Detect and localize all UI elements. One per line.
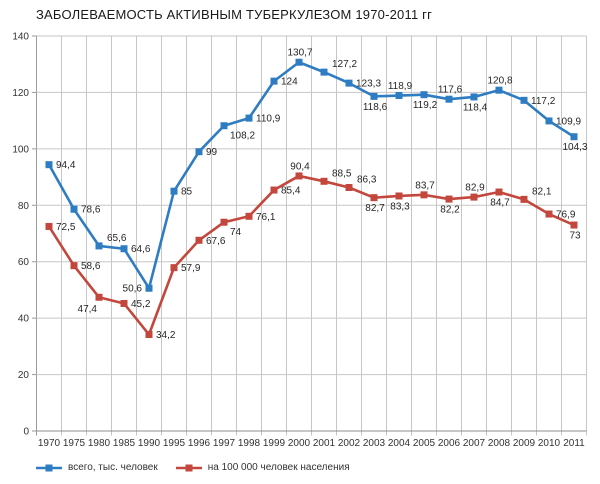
svg-text:82,9: 82,9 xyxy=(465,183,485,194)
svg-text:58,6: 58,6 xyxy=(81,261,101,272)
svg-text:45,2: 45,2 xyxy=(131,299,151,310)
svg-text:110,9: 110,9 xyxy=(256,114,281,125)
svg-text:82,1: 82,1 xyxy=(532,186,552,197)
svg-text:20: 20 xyxy=(18,370,30,381)
svg-text:2001: 2001 xyxy=(313,438,336,449)
svg-text:1990: 1990 xyxy=(138,438,161,449)
svg-text:1995: 1995 xyxy=(163,438,186,449)
svg-text:2007: 2007 xyxy=(463,438,486,449)
svg-text:83,7: 83,7 xyxy=(415,180,435,191)
svg-text:127,2: 127,2 xyxy=(332,59,357,70)
svg-text:1999: 1999 xyxy=(263,438,286,449)
svg-text:60: 60 xyxy=(18,257,30,268)
svg-text:78,6: 78,6 xyxy=(81,205,101,216)
legend-item-per100k: на 100 000 человек населения xyxy=(175,462,350,473)
svg-text:2010: 2010 xyxy=(538,438,561,449)
legend-marker-blue-icon xyxy=(36,464,62,471)
svg-text:1985: 1985 xyxy=(113,438,136,449)
svg-text:1975: 1975 xyxy=(63,438,86,449)
svg-text:86,3: 86,3 xyxy=(357,175,377,186)
chart-legend: всего, тыс. человек на 100 000 человек н… xyxy=(36,462,350,473)
series-1-line xyxy=(45,172,578,339)
svg-text:65,6: 65,6 xyxy=(107,233,127,244)
svg-text:1996: 1996 xyxy=(188,438,211,449)
svg-text:57,9: 57,9 xyxy=(181,263,201,274)
series-0-line xyxy=(45,58,578,292)
svg-text:76,1: 76,1 xyxy=(256,212,276,223)
legend-label-total: всего, тыс. человек xyxy=(68,462,158,473)
svg-text:90,4: 90,4 xyxy=(290,161,310,172)
svg-text:124: 124 xyxy=(281,77,298,88)
svg-text:130,7: 130,7 xyxy=(287,48,312,59)
svg-text:2006: 2006 xyxy=(438,438,461,449)
svg-text:2004: 2004 xyxy=(388,438,411,449)
svg-text:0: 0 xyxy=(23,427,29,438)
svg-text:109,9: 109,9 xyxy=(556,116,581,127)
svg-text:73: 73 xyxy=(569,231,581,242)
svg-text:119,2: 119,2 xyxy=(413,100,438,111)
svg-text:80: 80 xyxy=(18,201,30,212)
svg-text:117,2: 117,2 xyxy=(531,96,556,107)
svg-text:85,4: 85,4 xyxy=(281,186,301,197)
svg-text:67,6: 67,6 xyxy=(206,236,226,247)
svg-text:64,6: 64,6 xyxy=(131,244,151,255)
svg-text:94,4: 94,4 xyxy=(56,160,76,171)
svg-text:85: 85 xyxy=(181,187,193,198)
svg-text:99: 99 xyxy=(206,147,218,158)
svg-text:88,5: 88,5 xyxy=(332,168,352,179)
svg-text:2000: 2000 xyxy=(288,438,311,449)
svg-text:118,4: 118,4 xyxy=(463,102,488,113)
svg-text:50,6: 50,6 xyxy=(123,284,143,295)
svg-text:47,4: 47,4 xyxy=(78,304,98,315)
svg-text:100: 100 xyxy=(12,144,29,155)
svg-text:40: 40 xyxy=(18,314,30,325)
svg-text:1997: 1997 xyxy=(213,438,236,449)
svg-text:118,6: 118,6 xyxy=(363,102,388,113)
series-1-data-labels: 72,5 58,6 47,4 45,2 34,2 57,9 67,6 74 76,1 85,4 90… xyxy=(56,161,581,341)
svg-text:34,2: 34,2 xyxy=(156,330,176,341)
svg-text:1970: 1970 xyxy=(38,438,61,449)
svg-text:2011: 2011 xyxy=(563,438,585,449)
svg-text:1998: 1998 xyxy=(238,438,261,449)
svg-text:83,3: 83,3 xyxy=(390,201,410,212)
legend-label-per100k: на 100 000 человек населения xyxy=(207,462,350,473)
svg-text:120,8: 120,8 xyxy=(487,76,512,87)
svg-text:117,6: 117,6 xyxy=(438,85,463,96)
svg-text:2005: 2005 xyxy=(413,438,436,449)
svg-text:82,7: 82,7 xyxy=(365,203,385,214)
svg-text:118,9: 118,9 xyxy=(388,81,413,92)
svg-text:84,7: 84,7 xyxy=(490,198,510,209)
legend-marker-red-icon xyxy=(175,464,202,471)
svg-text:82,2: 82,2 xyxy=(440,205,460,216)
svg-text:72,5: 72,5 xyxy=(56,222,76,233)
svg-text:123,3: 123,3 xyxy=(356,79,381,90)
chart-title: ЗАБОЛЕВАЕМОСТЬ АКТИВНЫМ ТУБЕРКУЛЕЗОМ 197… xyxy=(36,7,433,22)
svg-text:2009: 2009 xyxy=(513,438,536,449)
svg-text:2003: 2003 xyxy=(363,438,386,449)
svg-text:104,3: 104,3 xyxy=(562,142,587,153)
svg-text:140: 140 xyxy=(12,32,29,43)
svg-text:120: 120 xyxy=(12,88,29,99)
svg-text:76,9: 76,9 xyxy=(556,210,576,221)
svg-text:1980: 1980 xyxy=(88,438,111,449)
svg-text:2008: 2008 xyxy=(488,438,511,449)
legend-item-total: всего, тыс. человек xyxy=(36,462,158,473)
svg-text:108,2: 108,2 xyxy=(230,131,255,142)
svg-text:74: 74 xyxy=(230,227,242,238)
svg-text:2002: 2002 xyxy=(338,438,361,449)
